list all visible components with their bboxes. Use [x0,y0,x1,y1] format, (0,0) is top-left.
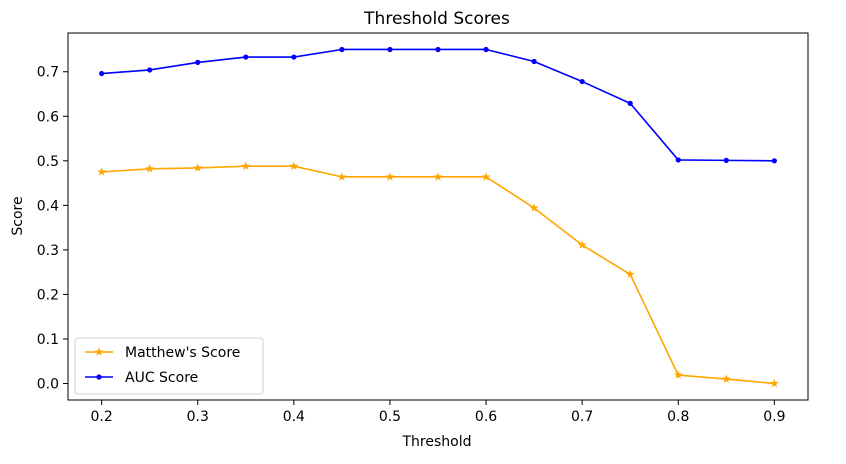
y-tick-label: 0.2 [37,287,59,303]
data-point-matthew-s-score [577,240,587,249]
data-point-matthew-s-score [193,163,203,172]
legend-marker-star-icon [94,347,104,356]
x-tick-label: 0.2 [91,409,113,425]
data-point-auc-score [339,46,345,53]
x-axis-title: Threshold [402,434,472,450]
data-point-auc-score [483,46,489,53]
legend-box [74,337,264,395]
x-tick-label: 0.8 [667,409,689,425]
data-point-auc-score [675,157,681,163]
x-tick-label: 0.3 [187,409,209,425]
data-point-matthew-s-score [433,172,443,181]
data-point-auc-score [435,46,441,53]
data-point-auc-score [723,157,729,163]
data-point-matthew-s-score [145,164,155,173]
x-tick-label: 0.9 [763,409,785,425]
data-point-matthew-s-score [625,269,635,279]
data-point-matthew-s-score [241,161,251,170]
data-point-auc-score [99,70,105,77]
data-point-matthew-s-score [385,172,395,181]
data-point-auc-score [579,78,585,85]
legend-label-matthews-score: Matthew's Score [125,345,240,361]
plot-area-frame [67,32,809,401]
x-tick-label: 0.6 [475,409,497,425]
series-layer [97,46,779,388]
data-point-matthew-s-score [721,374,731,383]
data-point-auc-score [147,67,153,73]
data-point-matthew-s-score [97,167,107,176]
legend-item-auc-score: AUC Score [85,370,198,386]
y-tick-label: 0.4 [37,198,59,214]
legend-marker-dot-icon [96,374,102,380]
x-tick-label: 0.7 [571,409,593,425]
series-auc-score [99,46,777,164]
data-point-auc-score [531,58,537,65]
data-point-matthew-s-score [769,378,779,388]
x-tick-label: 0.5 [379,409,401,425]
legend: Matthew's Score AUC Score [74,337,264,395]
data-point-matthew-s-score [289,161,299,170]
y-tick-label: 0.0 [37,377,59,393]
data-point-auc-score [243,54,249,60]
y-tick-label: 0.7 [37,65,59,81]
data-point-auc-score [291,54,297,60]
chart-title: Threshold Scores [363,9,510,29]
legend-item-matthews-score: Matthew's Score [85,345,240,361]
data-point-matthew-s-score [529,203,539,212]
data-point-matthew-s-score [337,172,347,181]
data-point-auc-score [627,100,633,106]
y-axis-title: Score [10,196,26,235]
data-point-matthew-s-score [481,172,491,181]
data-point-auc-score [771,158,777,164]
y-tick-label: 0.5 [37,154,59,170]
y-tick-label: 0.3 [37,243,59,259]
data-point-matthew-s-score [673,370,683,379]
y-tick-label: 0.6 [37,109,59,125]
data-point-auc-score [195,59,201,65]
y-tick-label: 0.1 [37,332,59,348]
axis-ticks: 0.2 0.3 0.4 0.5 0.6 0.7 0.8 0.9 0.0 0.1 0.2 0.3 0.4 0… [37,65,786,425]
series-matthew-s-score [97,161,779,388]
x-tick-label: 0.4 [283,409,305,425]
legend-label-auc-score: AUC Score [125,370,198,386]
data-point-auc-score [387,46,393,53]
